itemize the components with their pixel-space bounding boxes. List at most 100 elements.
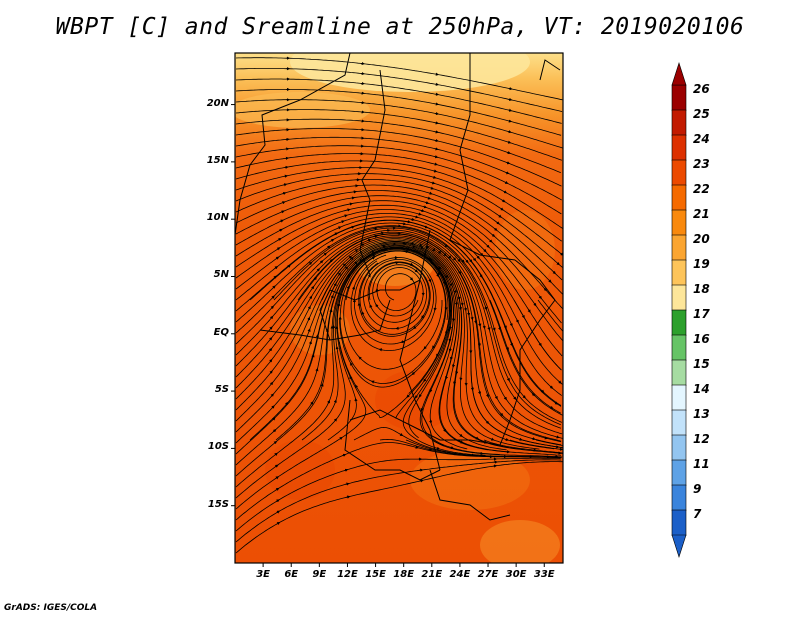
lon-label: 21E	[421, 569, 443, 580]
streamline-arrow	[429, 388, 433, 393]
streamline-arrow	[499, 412, 504, 417]
streamline-arrow	[315, 367, 319, 372]
streamline-arrow	[337, 226, 342, 230]
streamline-arrow	[437, 271, 441, 276]
streamline-arrow	[414, 269, 419, 273]
streamline-arrow	[275, 256, 280, 260]
streamline	[489, 299, 561, 414]
lon-label: 24E	[449, 569, 471, 580]
streamline-arrow	[423, 378, 427, 383]
streamline-arrow	[445, 330, 449, 335]
streamline-arrow	[340, 220, 345, 224]
colorbar-label: 21	[693, 207, 710, 221]
streamline-arrow	[503, 325, 507, 330]
streamline-arrow	[369, 304, 373, 309]
colorbar-swatch	[671, 434, 687, 461]
colorbar-swatch	[671, 509, 687, 536]
streamline	[235, 153, 563, 229]
streamline-arrow	[308, 340, 312, 345]
streamline-arrow	[269, 370, 273, 374]
streamline-arrow	[329, 258, 334, 263]
streamline-arrow	[330, 294, 334, 299]
streamline-arrow	[458, 270, 462, 275]
streamline	[235, 184, 563, 295]
streamline-arrow	[334, 232, 339, 236]
streamline-arrow	[485, 420, 490, 425]
streamline-arrow	[269, 326, 273, 330]
streamline-arrow	[506, 161, 511, 165]
streamline-arrow	[453, 289, 457, 294]
streamline-arrow	[270, 393, 274, 397]
streamline	[235, 457, 561, 532]
streamline-arrow	[283, 183, 288, 187]
streamline-arrow	[333, 418, 338, 422]
streamline-arrow	[281, 201, 286, 205]
streamline-arrow	[361, 311, 365, 316]
colorbar-label: 20	[693, 232, 710, 246]
streamline-arrow	[409, 277, 414, 281]
streamline-arrow	[367, 238, 372, 242]
streamline-arrow	[272, 285, 276, 289]
streamline-arrow	[423, 205, 428, 209]
streamline-arrow	[411, 371, 416, 376]
streamline-arrow	[433, 162, 438, 166]
streamline-arrow	[268, 347, 273, 352]
streamline-arrow	[503, 190, 508, 194]
colorbar	[671, 62, 687, 558]
map-frame	[234, 52, 564, 564]
streamline	[235, 222, 563, 416]
streamline-arrow	[348, 255, 353, 259]
streamline-arrow	[307, 316, 311, 321]
streamline-arrow	[274, 452, 278, 456]
streamline-arrow	[319, 260, 324, 264]
streamline-arrow	[434, 130, 439, 134]
streamline-arrow	[492, 327, 496, 332]
streamline-arrow	[355, 384, 359, 389]
streamline-arrow	[445, 375, 449, 380]
streamline-arrow	[424, 225, 429, 229]
lat-label: 10N	[206, 212, 229, 224]
streamline-arrow	[508, 119, 513, 123]
streamline-arrow	[505, 171, 510, 175]
streamline-arrow	[330, 238, 335, 242]
streamline-arrow	[307, 328, 311, 333]
streamline	[513, 299, 562, 371]
streamline	[249, 220, 562, 407]
streamline-arrow	[418, 243, 423, 247]
colorbar-label: 15	[693, 357, 710, 371]
streamline-arrow	[513, 396, 517, 400]
colorbar-label: 14	[693, 382, 710, 396]
streamline-arrow	[494, 227, 498, 231]
streamline-arrow	[560, 252, 563, 256]
field-layer	[235, 53, 563, 563]
streamline	[235, 227, 562, 429]
streamline-arrow	[367, 273, 371, 278]
streamline	[235, 173, 563, 268]
streamline-arrow	[549, 405, 554, 409]
lon-label: 9E	[312, 569, 327, 580]
streamline-arrow	[333, 399, 337, 404]
streamline-arrow	[509, 342, 513, 347]
streamline-arrow	[354, 249, 359, 253]
colorbar-label: 13	[693, 407, 710, 421]
colorbar-label: 25	[693, 107, 710, 121]
streamline-arrow	[549, 385, 554, 389]
colorbar-label: 22	[693, 182, 710, 196]
streamline-arrow	[498, 214, 502, 218]
streamline-arrow	[361, 243, 365, 247]
streamline-arrow	[448, 255, 452, 259]
colorbar-label: 17	[693, 307, 710, 321]
streamline-arrow	[556, 261, 560, 266]
colorbar-swatch	[671, 359, 687, 386]
streamline-arrow	[451, 363, 456, 368]
streamline-arrow	[434, 112, 440, 116]
streamline-arrow	[282, 191, 287, 196]
lon-label: 27E	[477, 569, 499, 580]
streamline-arrow	[323, 252, 328, 256]
streamline-arrow	[432, 175, 437, 179]
streamline-arrow	[436, 353, 440, 358]
streamline	[235, 200, 563, 342]
streamline-arrow	[274, 266, 279, 270]
streamline-arrow	[509, 322, 513, 327]
streamline-arrow	[420, 209, 425, 213]
